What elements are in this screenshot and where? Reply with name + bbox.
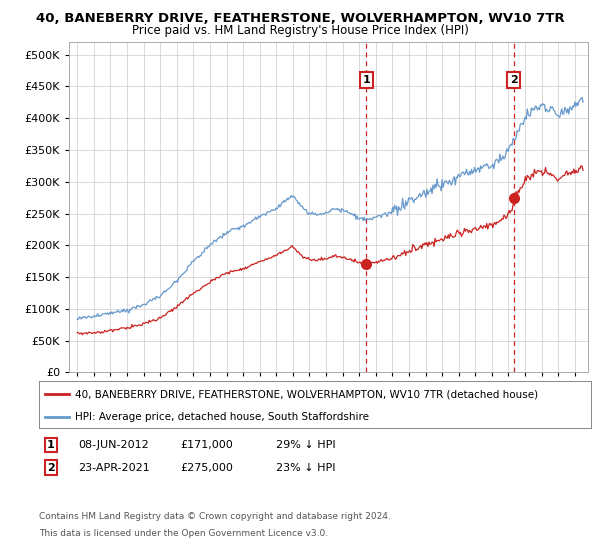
- Text: Price paid vs. HM Land Registry's House Price Index (HPI): Price paid vs. HM Land Registry's House …: [131, 24, 469, 37]
- Text: 40, BANEBERRY DRIVE, FEATHERSTONE, WOLVERHAMPTON, WV10 7TR (detached house): 40, BANEBERRY DRIVE, FEATHERSTONE, WOLVE…: [75, 389, 538, 399]
- Text: HPI: Average price, detached house, South Staffordshire: HPI: Average price, detached house, Sout…: [75, 412, 369, 422]
- Text: 1: 1: [47, 440, 55, 450]
- Text: £171,000: £171,000: [180, 440, 233, 450]
- Text: 29% ↓ HPI: 29% ↓ HPI: [276, 440, 335, 450]
- Text: £275,000: £275,000: [180, 463, 233, 473]
- Text: 23-APR-2021: 23-APR-2021: [78, 463, 150, 473]
- Text: 23% ↓ HPI: 23% ↓ HPI: [276, 463, 335, 473]
- Text: Contains HM Land Registry data © Crown copyright and database right 2024.: Contains HM Land Registry data © Crown c…: [39, 512, 391, 521]
- Text: 2: 2: [509, 75, 517, 85]
- Text: 1: 1: [362, 75, 370, 85]
- Text: 08-JUN-2012: 08-JUN-2012: [78, 440, 149, 450]
- Text: 40, BANEBERRY DRIVE, FEATHERSTONE, WOLVERHAMPTON, WV10 7TR: 40, BANEBERRY DRIVE, FEATHERSTONE, WOLVE…: [35, 12, 565, 25]
- Text: 2: 2: [47, 463, 55, 473]
- Text: This data is licensed under the Open Government Licence v3.0.: This data is licensed under the Open Gov…: [39, 529, 328, 538]
